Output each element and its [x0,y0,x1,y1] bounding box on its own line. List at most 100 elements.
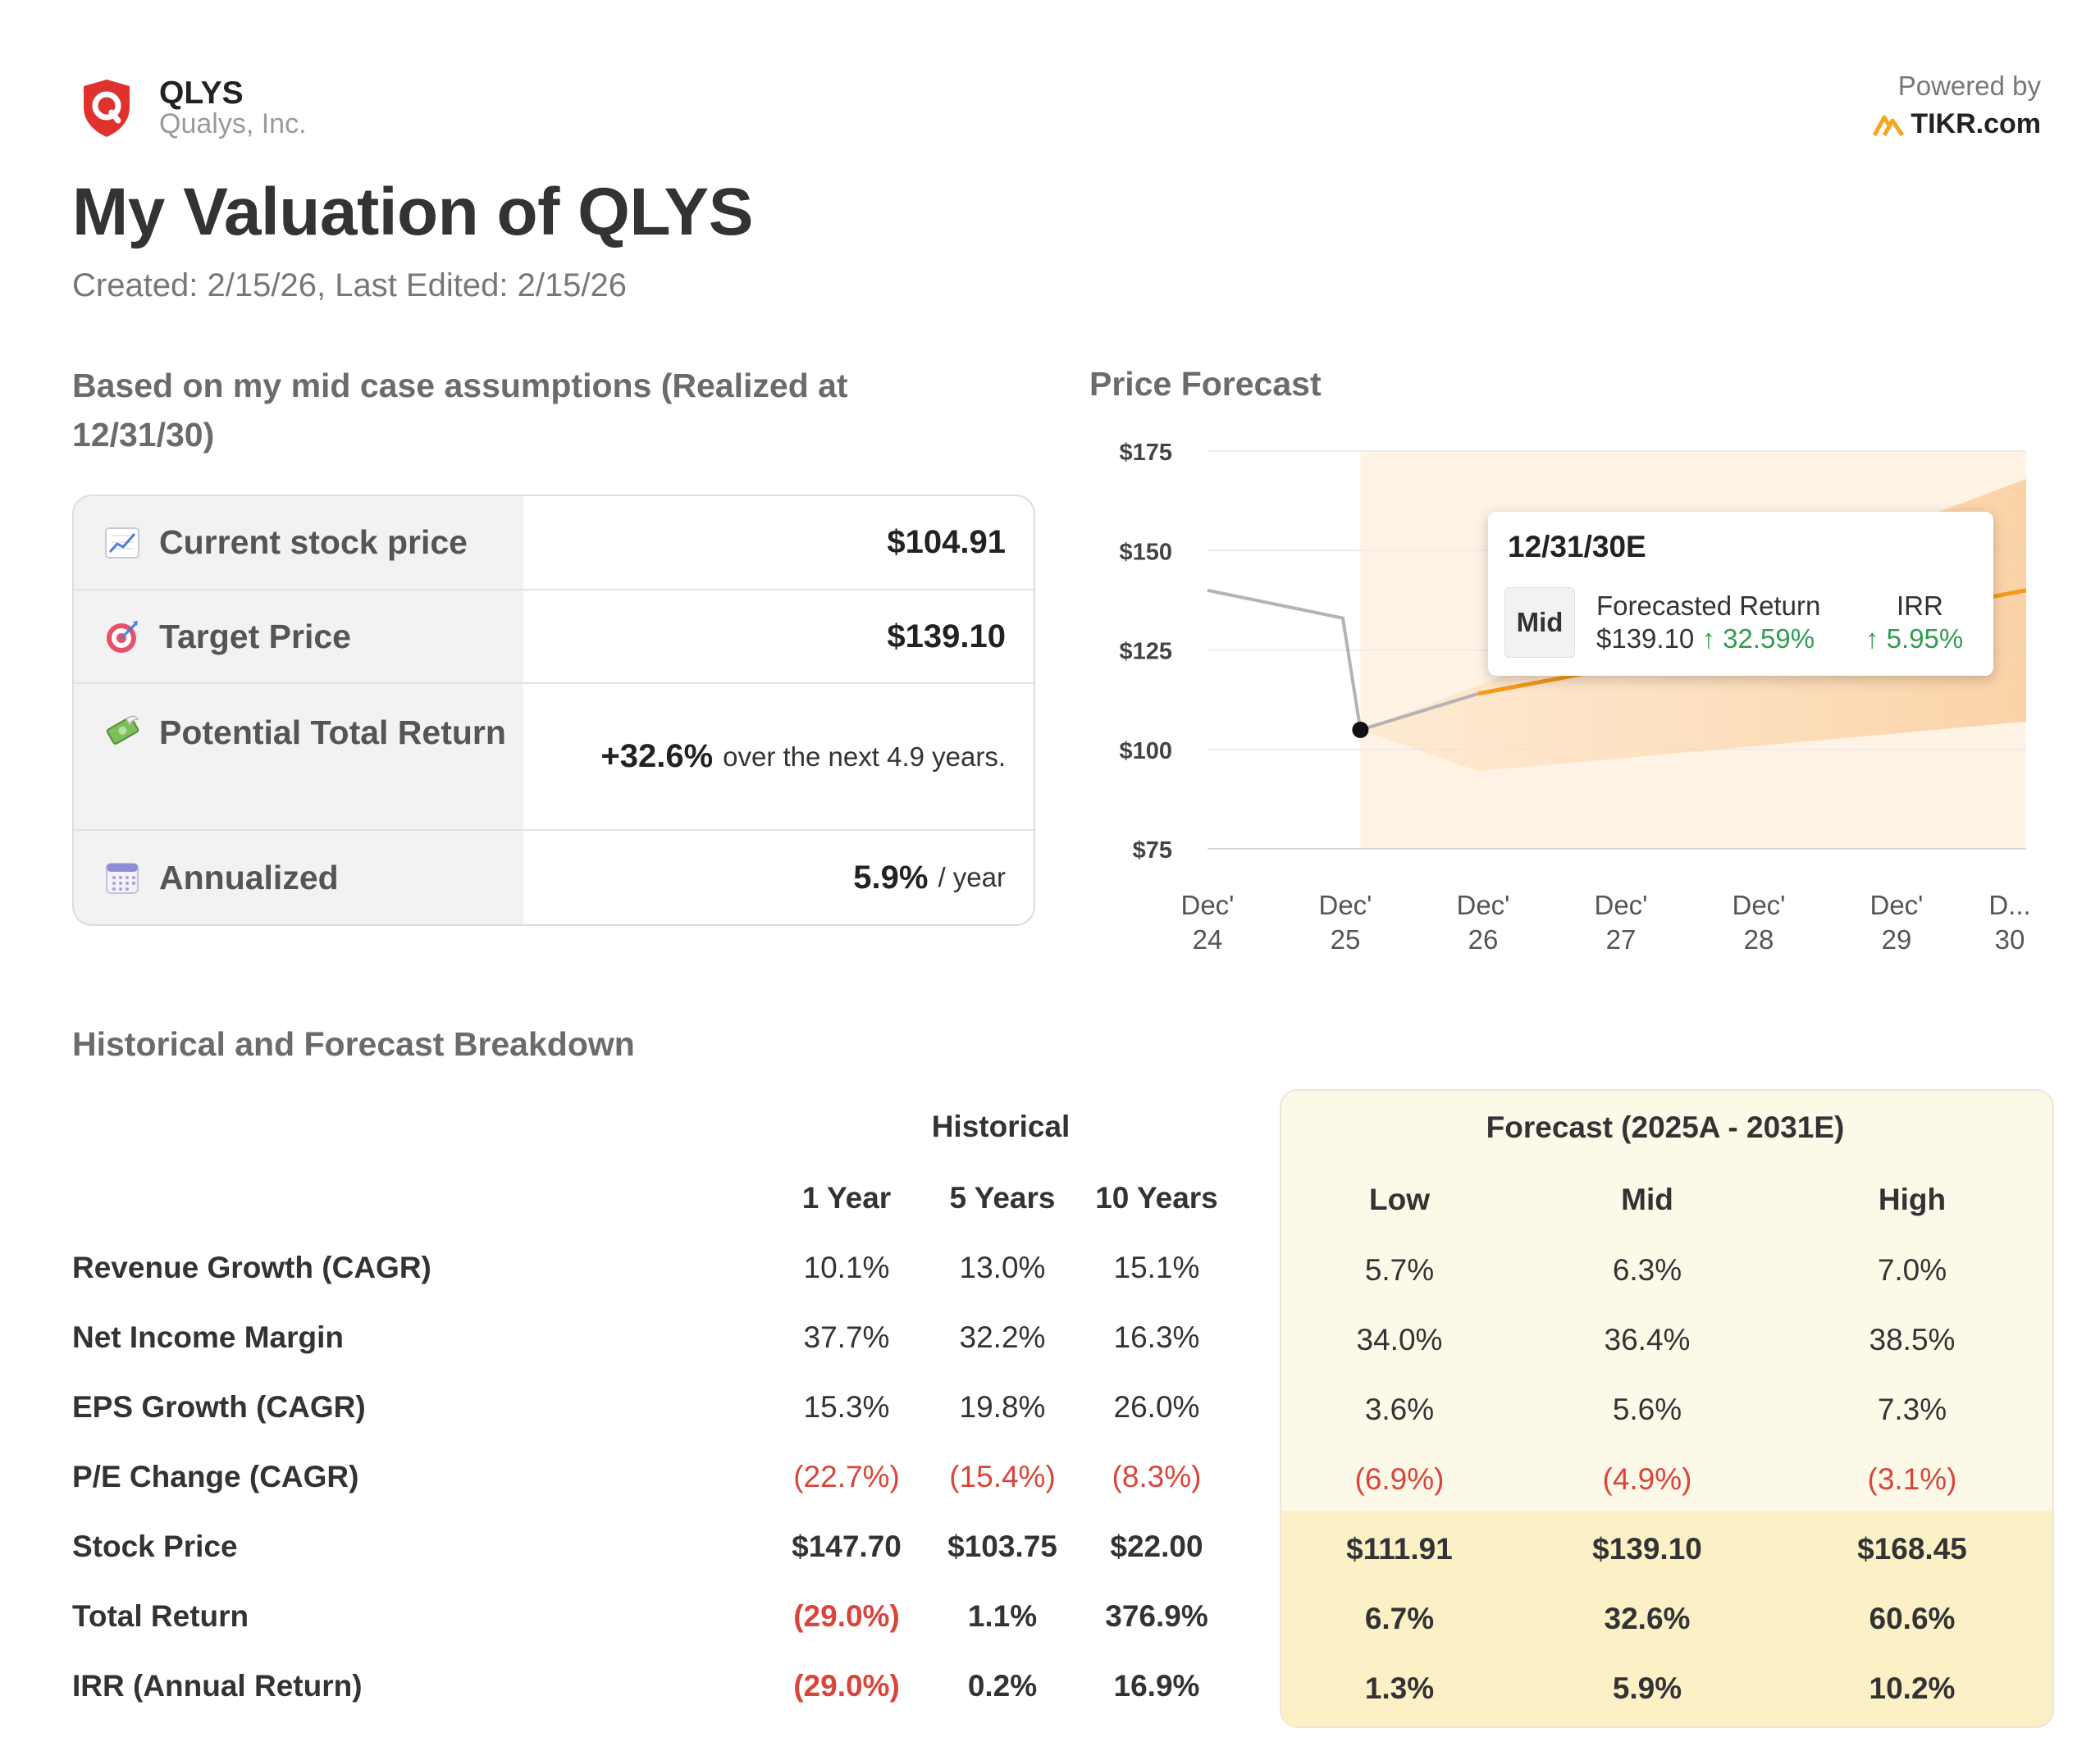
breakdown-row-label: EPS Growth (CAGR) [72,1390,366,1424]
historical-cell: (15.4%) [949,1460,1056,1493]
tikr-link[interactable]: TIKR.com [1873,108,2041,140]
summary-row-annualized: Annualized 5.9% / year [74,831,1034,924]
forecast-cell: (4.9%) [1602,1462,1692,1496]
breakdown-row-label: Revenue Growth (CAGR) [72,1251,431,1284]
historical-cell: 16.3% [1113,1320,1200,1354]
historical-cell: (29.0%) [793,1669,900,1703]
forecast-cell: 34.0% [1356,1323,1443,1356]
forecast-col-header: Low [1369,1183,1430,1216]
historical-cell: $103.75 [947,1530,1057,1563]
x-tick-label: D... [1988,890,2030,920]
forecast-cell: $111.91 [1346,1532,1453,1566]
forecast-cell: 5.9% [1612,1671,1682,1705]
x-tick-label: 30 [1995,924,2025,955]
qualys-logo-icon [84,80,130,137]
forecast-cell: (6.9%) [1354,1462,1445,1496]
forecast-panel [1280,1089,2054,1728]
money-wings-icon [106,715,139,745]
x-tick-label: Dec' [1870,890,1924,920]
breakdown-row-label: IRR (Annual Return) [72,1669,363,1703]
forecast-cell: 1.3% [1364,1671,1435,1705]
y-tick-label: $125 [1119,639,1172,665]
calendar-icon [106,863,139,894]
summary-value: +32.6% [600,738,714,774]
current-price-point [1352,721,1369,738]
historical-col-header: 10 Years [1095,1181,1218,1215]
historical-cell: 0.2% [967,1669,1038,1703]
historical-price-line [1207,588,1363,731]
y-tick-label: $175 [1119,440,1172,466]
powered-by-label: Powered by [1897,71,2041,101]
historical-cell: (22.7%) [793,1460,900,1493]
summary-label: Target Price [159,617,351,655]
forecast-cell: 5.6% [1612,1393,1682,1426]
historical-col-header: 1 Year [801,1181,892,1215]
historical-cell: 32.2% [959,1320,1046,1354]
breakdown-heading: Historical and Forecast Breakdown [72,1025,635,1063]
tikr-label: TIKR.com [1911,108,2041,139]
forecast-cell: 32.6% [1604,1602,1691,1635]
summary-heading: Based on my mid case assumptions (Realiz… [72,367,848,454]
x-tick-label: Dec' [1732,890,1786,920]
tooltip-return-row: $139.10 ↑ 32.59% [1596,623,1815,654]
x-tick-label: 27 [1606,924,1637,955]
summary-card: Current stock price $104.91 Target Price… [72,495,1035,926]
historical-cell: 15.1% [1113,1251,1200,1284]
chart-title: Price Forecast [1089,365,1322,403]
summary-label: Potential Total Return [159,714,506,751]
forecast-cell: 36.4% [1604,1323,1691,1356]
forecast-highlight-rows [1281,1511,2052,1726]
historical-cell: 26.0% [1113,1390,1200,1424]
forecast-cell: 3.6% [1364,1393,1435,1426]
x-tick-label: Dec' [1319,890,1372,920]
summary-value: $104.91 [887,524,1006,560]
price-forecast-chart[interactable]: Dec' 24 Dec' 25 Dec' 26 Dec' 27 Dec' 28 Dec' 29 D...… [1083,422,2067,964]
forecast-cell: $139.10 [1592,1532,1702,1566]
historical-cell: 15.3% [803,1390,890,1424]
y-tick-label: $75 [1133,837,1172,864]
forecast-cell: 7.0% [1877,1253,1947,1287]
x-tick-label: 24 [1193,924,1223,955]
tooltip-price: $139.10 [1596,623,1695,654]
summary-row-potential-return: Potential Total Return +32.6% over the n… [74,684,1034,831]
forecast-col-header: Mid [1621,1183,1673,1216]
breakdown-row-label: Net Income Margin [72,1320,344,1354]
historical-cell: $22.00 [1110,1530,1203,1563]
y-tick-label: $150 [1119,539,1172,565]
tooltip-date: 12/31/30E [1508,530,1646,563]
x-tick-label: 29 [1882,924,1912,955]
historical-cell: 13.0% [959,1251,1046,1284]
y-tick-label: $100 [1119,738,1172,764]
forecast-cell: 38.5% [1869,1323,1956,1356]
forecast-cell: $168.45 [1857,1532,1967,1566]
breakdown-row-label: Stock Price [72,1530,238,1563]
forecast-col-header: High [1878,1183,1947,1216]
forecast-group-header: Forecast (2025A - 2031E) [1486,1110,1845,1144]
summary-row-target-price: Target Price $139.10 [74,590,1034,684]
summary-label: Current stock price [159,523,468,561]
tikr-logo-icon [1873,115,1905,136]
historical-cell: 16.9% [1113,1669,1200,1703]
chart-increasing-icon [105,527,139,559]
historical-col-header: 5 Years [949,1181,1056,1215]
forecast-cell: 6.7% [1364,1602,1435,1635]
summary-suffix: over the next 4.9 years. [723,741,1006,772]
tooltip-irr-label: IRR [1897,590,1943,621]
historical-group-header: Historical [931,1110,1071,1143]
x-tick-label: Dec' [1457,890,1510,920]
summary-value: 5.9% [853,859,929,896]
historical-cell: 376.9% [1105,1599,1208,1633]
x-tick-label: 28 [1744,924,1774,955]
page-subtitle: Created: 2/15/26, Last Edited: 2/15/26 [72,267,628,303]
summary-value: $139.10 [887,618,1006,654]
summary-row-current-price: Current stock price $104.91 [74,496,1034,590]
page-title: My Valuation of QLYS [72,175,753,249]
historical-cell: 37.7% [803,1320,890,1354]
summary-suffix: / year [938,862,1006,892]
forecast-cell: 6.3% [1612,1253,1682,1287]
historical-cell: (8.3%) [1112,1460,1202,1493]
chart-tooltip: 12/31/30E Mid Forecasted Return $139.10 … [1488,512,1993,676]
historical-cell: 10.1% [803,1251,890,1284]
summary-label: Annualized [159,858,339,896]
tooltip-return-value: ↑ 32.59% [1701,623,1815,654]
